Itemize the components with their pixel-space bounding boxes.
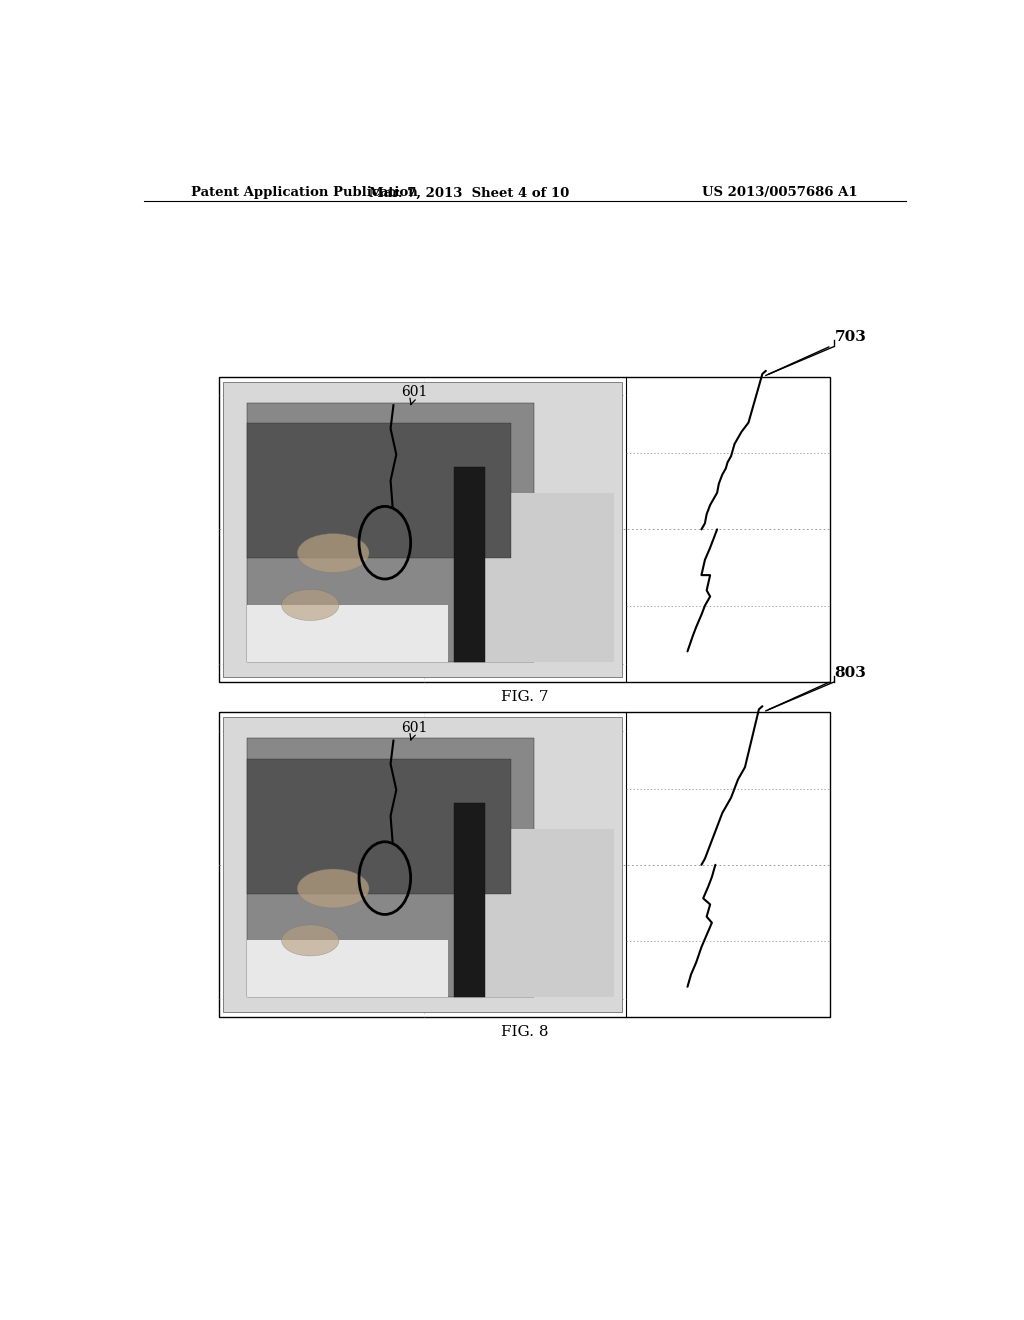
Text: Patent Application Publication: Patent Application Publication — [191, 186, 418, 199]
Bar — [247, 940, 447, 998]
Ellipse shape — [297, 869, 369, 908]
Text: US 2013/0057686 A1: US 2013/0057686 A1 — [702, 186, 858, 199]
Text: 601: 601 — [401, 721, 428, 741]
Ellipse shape — [297, 533, 369, 573]
Ellipse shape — [282, 590, 339, 620]
Bar — [219, 713, 830, 1018]
Ellipse shape — [282, 925, 339, 956]
Bar — [223, 718, 622, 1012]
Text: FIG. 7: FIG. 7 — [501, 690, 549, 704]
Bar — [247, 424, 511, 558]
Text: Mar. 7, 2013  Sheet 4 of 10: Mar. 7, 2013 Sheet 4 of 10 — [369, 186, 569, 199]
Text: FIG. 8: FIG. 8 — [501, 1026, 549, 1039]
Bar — [247, 759, 511, 894]
Text: 703: 703 — [768, 330, 866, 375]
Bar — [485, 494, 613, 663]
Bar — [454, 467, 485, 663]
Bar — [219, 378, 830, 682]
Bar — [247, 738, 534, 998]
Text: 803: 803 — [768, 665, 866, 710]
Bar — [485, 829, 613, 998]
Text: 601: 601 — [401, 385, 428, 405]
Bar — [223, 381, 622, 677]
Bar — [247, 403, 534, 663]
Bar — [454, 803, 485, 998]
Bar — [247, 605, 447, 663]
